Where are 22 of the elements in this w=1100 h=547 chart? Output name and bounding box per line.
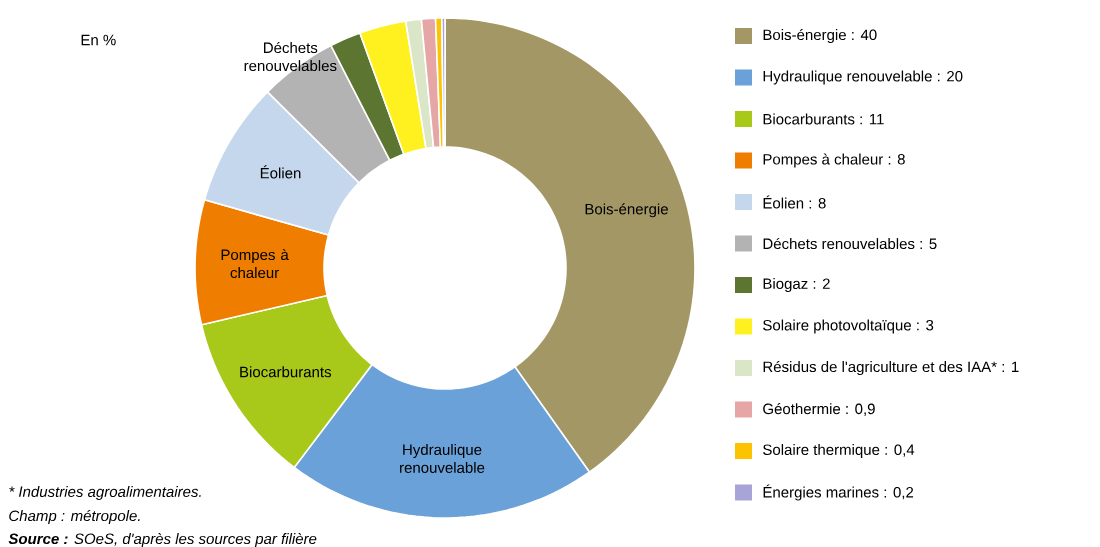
legend-label: Solaire thermique : 0,4 <box>763 444 915 458</box>
legend-label: Déchets renouvelables : 5 <box>763 237 937 250</box>
legend-label: Énergies marines : 0,2 <box>763 484 914 501</box>
text: Source : SOeS, d'après les sources par filière <box>8 532 317 547</box>
text: Champ : métropole. <box>9 509 140 525</box>
text: Biocarburants <box>240 366 332 378</box>
legend-label: Biogaz : 2 <box>763 278 830 292</box>
text: Bois-énergie <box>585 203 668 218</box>
text: * Industries agroalimentaires. <box>9 486 201 500</box>
text: Déchets renouvelables <box>244 41 337 72</box>
text: Hydraulique renouvelable <box>400 443 485 473</box>
legend-label: Résidus de l'agriculture et des IAA* : 1 <box>763 360 1019 376</box>
text: Éolien <box>260 165 301 179</box>
legend-label: Hydraulique renouvelable : 20 <box>763 70 963 85</box>
legend-label: Bois-énergie : 40 <box>763 28 877 44</box>
legend-label: Éolien : 8 <box>763 195 826 209</box>
legend-label: Solaire photovoltaïque : 3 <box>763 319 934 334</box>
text: En % <box>81 34 116 46</box>
legend-label: Biocarburants : 11 <box>763 113 884 125</box>
legend-label: Géothermie : 0,9 <box>763 403 875 416</box>
text: Pompes à chaleur <box>221 248 289 279</box>
legend-label: Pompes à chaleur : 8 <box>763 153 905 168</box>
